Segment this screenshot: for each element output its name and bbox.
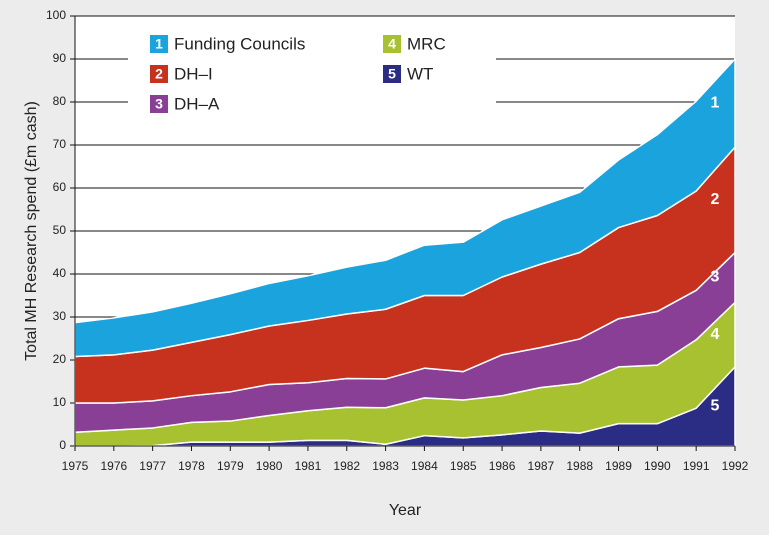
x-tick-label: 1977 [139, 459, 166, 473]
x-tick-label: 1979 [217, 459, 244, 473]
legend-number: 2 [155, 66, 163, 82]
x-tick-label: 1989 [605, 459, 632, 473]
legend-label: WT [407, 64, 433, 83]
y-tick-label: 60 [53, 180, 67, 194]
legend-number: 1 [155, 36, 163, 52]
y-tick-label: 10 [53, 395, 67, 409]
legend-number: 3 [155, 96, 163, 112]
legend-number: 5 [388, 66, 396, 82]
legend-label: DH–A [174, 94, 220, 113]
x-tick-label: 1976 [100, 459, 127, 473]
x-tick-label: 1991 [683, 459, 710, 473]
x-tick-label: 1984 [411, 459, 438, 473]
legend-box [128, 27, 496, 131]
area [74, 58, 736, 358]
area-label: 2 [711, 191, 720, 208]
y-tick-label: 40 [53, 266, 67, 280]
legend: 1 Funding Councils 2 DH–I 3 DH–A 4 MRC 5 WT [128, 27, 496, 131]
x-tick-label: 1992 [722, 459, 749, 473]
y-tick-label: 30 [53, 309, 67, 323]
y-tick-label: 70 [53, 137, 67, 151]
legend-swatch [150, 95, 168, 113]
area-label: 1 [711, 94, 720, 111]
legend-label: Funding Councils [174, 34, 305, 53]
legend-label: DH–I [174, 64, 213, 83]
y-axis-title: Total MH Research spend (£m cash) [23, 101, 40, 361]
x-tick-label: 1988 [566, 459, 593, 473]
x-tick-label: 1978 [178, 459, 205, 473]
y-tick-label: 50 [53, 223, 67, 237]
x-tick-label: 1990 [644, 459, 671, 473]
y-tick-label: 20 [53, 352, 67, 366]
y-tick-label: 0 [59, 438, 66, 452]
x-tick-label: 1983 [372, 459, 399, 473]
legend-swatch [383, 35, 401, 53]
y-tick-label: 90 [53, 51, 67, 65]
legend-swatch [150, 65, 168, 83]
area-label: 5 [711, 398, 720, 415]
x-tick-label: 1987 [528, 459, 555, 473]
y-tick-label: 80 [53, 94, 67, 108]
x-tick-label: 1986 [489, 459, 516, 473]
y-tick-label: 100 [46, 8, 66, 22]
x-tick-label: 1981 [295, 459, 322, 473]
legend-label: MRC [407, 34, 446, 53]
x-tick-label: 1982 [333, 459, 360, 473]
legend-swatch [150, 35, 168, 53]
legend-swatch [383, 65, 401, 83]
x-tick-label: 1985 [450, 459, 477, 473]
x-tick-label: 1980 [256, 459, 283, 473]
x-tick-label: 1975 [62, 459, 89, 473]
area-label: 4 [711, 326, 720, 343]
area-label: 3 [711, 269, 720, 286]
legend-number: 4 [388, 36, 396, 52]
x-axis-title: Year [389, 502, 422, 519]
